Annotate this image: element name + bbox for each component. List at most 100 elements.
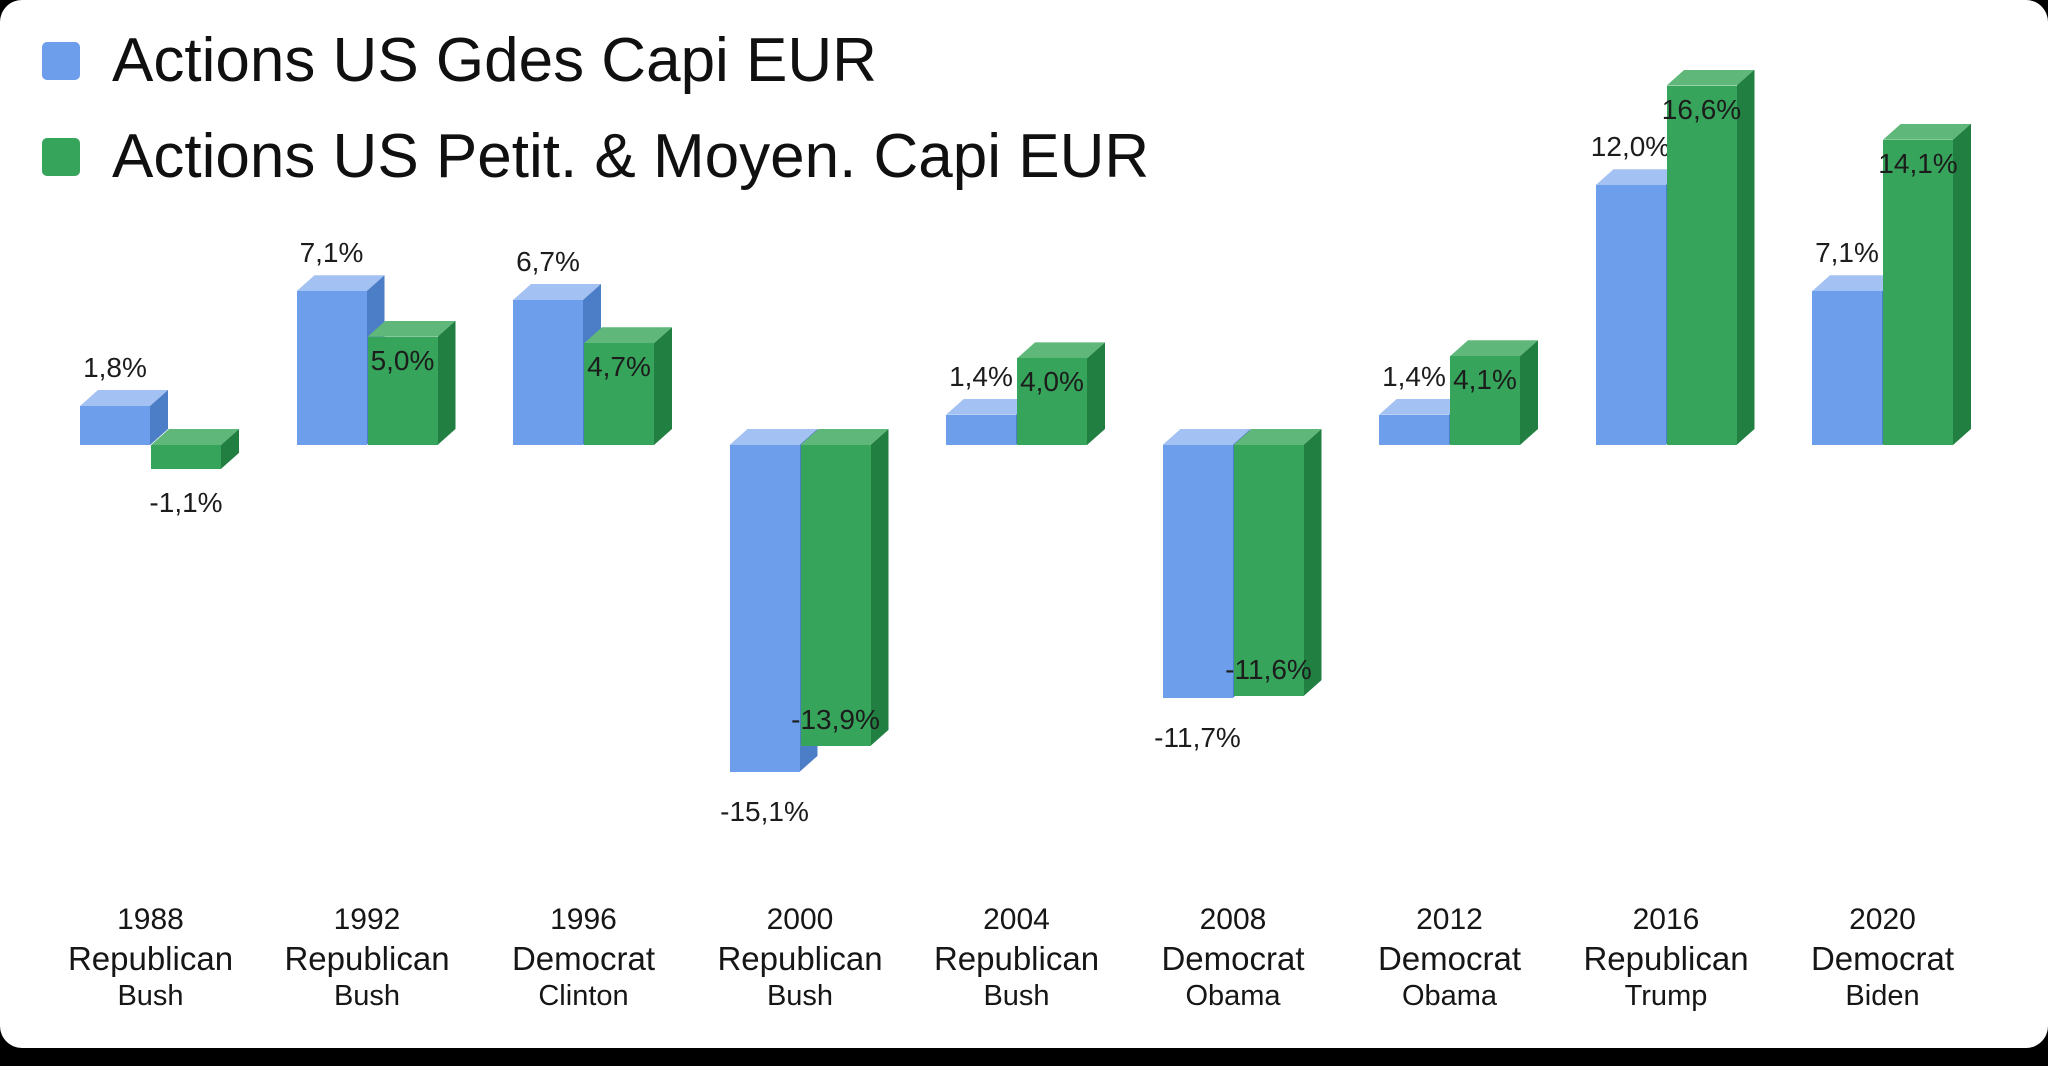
bar-2016-small-mid-cap-front <box>1666 85 1737 445</box>
bar-2000-large-cap-front <box>729 445 800 772</box>
bar-1992-large-cap-top <box>296 275 385 292</box>
xaxis-party-2016: Republican <box>1583 940 1749 977</box>
xaxis-year-1988: 1988 <box>117 903 184 936</box>
bar-2016-large-cap-top <box>1595 169 1684 186</box>
xaxis-president-2008: Obama <box>1185 980 1281 1012</box>
xaxis-year-2004: 2004 <box>983 903 1050 936</box>
bar-2020-large-cap-front <box>1812 291 1882 445</box>
bar-2004-large-cap-top <box>946 398 1034 415</box>
bar-2012-small-mid-cap-side <box>1520 340 1538 445</box>
bar-1988-small-mid-cap-front <box>151 445 221 469</box>
value-label-1996-small-mid-cap: 4,7% <box>587 351 651 383</box>
bar-2008-small-mid-cap-front <box>1233 445 1304 697</box>
value-label-1988-small-mid-cap: -1,1% <box>149 486 223 518</box>
legend-label-large-cap: Actions US Gdes Capi EUR <box>112 26 877 95</box>
bar-2004-small-mid-cap-front <box>1017 358 1087 445</box>
chart-legend: Actions US Gdes Capi EUR Actions US Peti… <box>42 28 1149 190</box>
xaxis-party-2004: Republican <box>933 940 1100 977</box>
xaxis-party-1996: Democrat <box>511 940 656 977</box>
xaxis-year-1996: 1996 <box>550 903 617 936</box>
bar-2020-small-mid-cap-front <box>1883 139 1953 445</box>
legend-swatch-small-mid-cap-icon <box>42 138 80 176</box>
bar-2000-small-mid-cap-front <box>800 445 871 746</box>
bar-2012-small-mid-cap-top <box>1450 340 1538 357</box>
value-label-1992-small-mid-cap: 5,0% <box>370 344 435 376</box>
value-label-2020-small-mid-cap: 14,1% <box>1878 147 1958 179</box>
xaxis-year-2008: 2008 <box>1199 903 1267 936</box>
bar-1988-small-mid-cap-top <box>151 429 239 445</box>
bar-2004-small-mid-cap-side <box>1087 342 1105 445</box>
bar-2020-small-mid-cap-top <box>1883 123 1971 140</box>
bar-1996-large-cap-front <box>513 299 583 445</box>
xaxis-year-2000: 2000 <box>766 903 834 936</box>
bar-2000-small-mid-cap-top <box>800 429 889 445</box>
xaxis-label-1992: 1992 Republican Bush <box>255 902 479 1013</box>
bar-1996-small-mid-cap-top <box>584 327 672 344</box>
xaxis-year-2012: 2012 <box>1416 903 1483 936</box>
bar-2000-large-cap-top <box>729 429 818 445</box>
bar-1988-large-cap-side <box>150 390 168 445</box>
value-label-2016-small-mid-cap: 16,6% <box>1661 93 1742 125</box>
bar-1992-small-mid-cap-side <box>438 321 456 445</box>
value-label-2008-small-mid-cap: -11,6% <box>1225 654 1312 686</box>
value-label-1988-large-cap: 1,8% <box>83 352 147 384</box>
xaxis-party-2020: Democrat <box>1810 940 1955 977</box>
bar-1988-large-cap-front <box>80 406 150 445</box>
xaxis-year-2020: 2020 <box>1849 903 1916 936</box>
xaxis-label-1996: 1996 Democrat Clinton <box>472 902 696 1013</box>
xaxis-year-1992: 1992 <box>333 903 401 936</box>
bar-2000-small-mid-cap-side <box>871 429 889 746</box>
legend-item-large-cap: Actions US Gdes Capi EUR <box>42 28 1149 94</box>
value-label-2000-large-cap: -15,1% <box>720 795 809 827</box>
bar-2008-small-mid-cap-side <box>1304 429 1322 696</box>
value-label-2000-small-mid-cap: -13,9% <box>791 703 880 735</box>
xaxis-label-2004: 2004 Republican Bush <box>905 902 1129 1013</box>
bar-1992-small-mid-cap-top <box>367 320 456 337</box>
xaxis-president-1992: Bush <box>333 980 401 1012</box>
bar-1992-small-mid-cap-front <box>367 336 438 445</box>
xaxis-president-2000: Bush <box>766 980 834 1012</box>
bar-2020-large-cap-top <box>1812 275 1900 292</box>
bar-2016-small-mid-cap-top <box>1666 69 1755 86</box>
value-label-1992-large-cap: 7,1% <box>299 237 364 269</box>
xaxis-party-2000: Republican <box>717 940 883 977</box>
bar-2008-small-mid-cap-top <box>1233 429 1322 445</box>
xaxis-president-1996: Clinton <box>538 980 629 1012</box>
value-label-2012-small-mid-cap: 4,1% <box>1453 364 1517 396</box>
value-label-2008-large-cap: -11,7% <box>1154 722 1241 754</box>
bar-2008-large-cap-top <box>1162 429 1251 445</box>
bar-1996-large-cap-top <box>513 283 601 300</box>
xaxis-year-2016: 2016 <box>1632 903 1700 936</box>
xaxis-president-1988: Bush <box>117 980 184 1012</box>
bar-2020-small-mid-cap-side <box>1953 124 1971 445</box>
value-label-2004-large-cap: 1,4% <box>949 360 1013 392</box>
bar-1988-large-cap-top <box>80 390 168 407</box>
xaxis-party-1988: Republican <box>67 940 234 977</box>
xaxis-president-2016: Trump <box>1624 980 1708 1012</box>
xaxis-label-2012: 2012 Democrat Obama <box>1338 902 1562 1013</box>
bar-2012-small-mid-cap-front <box>1450 356 1520 445</box>
bar-2004-large-cap-front <box>946 414 1016 445</box>
xaxis-label-2020: 2020 Democrat Biden <box>1771 902 1995 1013</box>
bar-2008-large-cap-front <box>1162 445 1233 699</box>
xaxis-president-2012: Obama <box>1401 980 1498 1012</box>
xaxis-label-2008: 2008 Democrat Obama <box>1121 902 1345 1013</box>
xaxis-party-2012: Democrat <box>1377 940 1522 977</box>
bar-2012-large-cap-top <box>1379 398 1467 415</box>
legend-label-small-mid-cap: Actions US Petit. & Moyen. Capi EUR <box>112 122 1150 191</box>
value-label-2020-large-cap: 7,1% <box>1815 237 1879 269</box>
bar-2016-small-mid-cap-side <box>1737 70 1755 445</box>
bar-2004-small-mid-cap-top <box>1017 342 1105 359</box>
value-label-2012-large-cap: 1,4% <box>1382 360 1446 392</box>
bar-1996-small-mid-cap-side <box>654 327 672 445</box>
value-label-1996-large-cap: 6,7% <box>516 245 580 277</box>
xaxis-label-2016: 2016 Republican Trump <box>1554 902 1778 1013</box>
xaxis-president-2004: Bush <box>983 980 1050 1012</box>
xaxis-party-2008: Democrat <box>1161 940 1305 977</box>
legend-item-small-mid-cap: Actions US Petit. & Moyen. Capi EUR <box>42 124 1149 190</box>
xaxis-label-1988: 1988 Republican Bush <box>39 902 263 1013</box>
bar-1996-small-mid-cap-front <box>584 343 654 445</box>
value-label-2016-large-cap: 12,0% <box>1590 131 1671 163</box>
